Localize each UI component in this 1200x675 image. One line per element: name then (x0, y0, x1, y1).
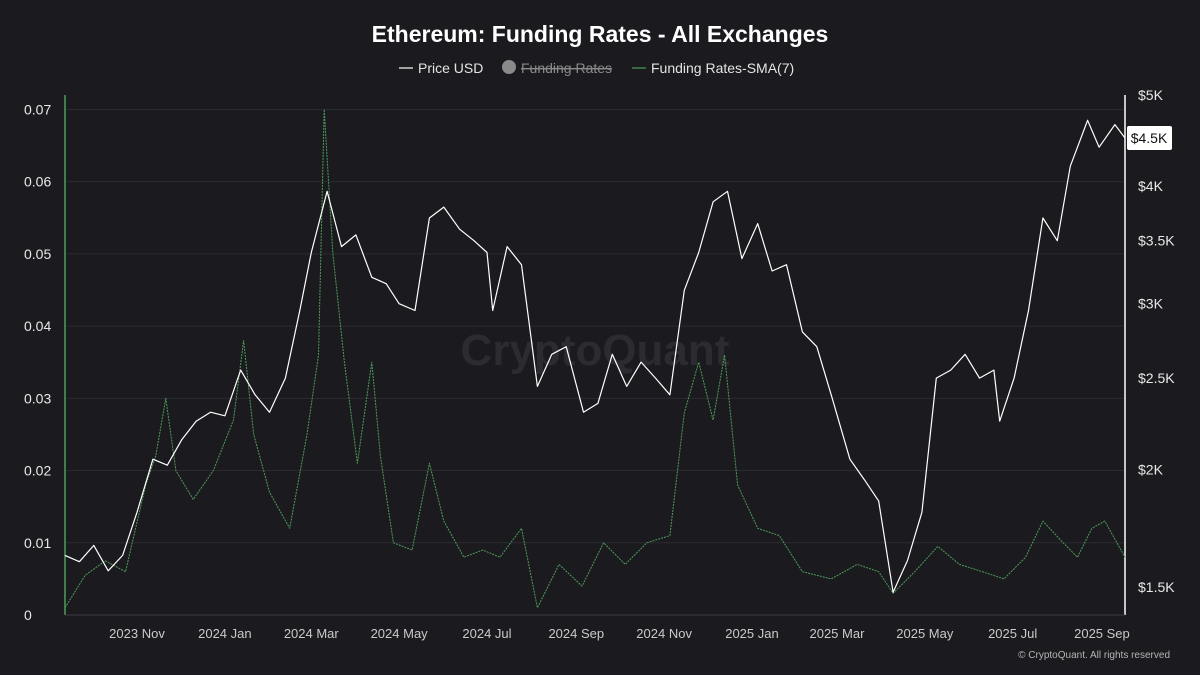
right-tick-label: $5K (1138, 87, 1164, 103)
left-tick-label: 0.03 (24, 390, 51, 406)
x-tick-label: 2023 Nov (109, 626, 165, 641)
grid-lines (65, 108, 1125, 544)
left-tick-label: 0.06 (24, 174, 51, 190)
left-tick-label: 0.04 (24, 318, 51, 334)
legend-label-price: Price USD (418, 60, 483, 76)
x-tick-label: 2025 Sep (1074, 626, 1130, 641)
x-tick-label: 2025 Jan (725, 626, 779, 641)
copyright-footer: © CryptoQuant. All rights reserved (1018, 650, 1170, 661)
watermark: CryptoQuant (461, 326, 730, 375)
left-tick-label: 0.02 (24, 463, 51, 479)
left-axis-ticks: 0 0.01 0.02 0.03 0.04 0.05 0.06 0.07 (24, 101, 51, 623)
left-tick-label: 0.05 (24, 246, 51, 262)
last-price-badge-label: $4.5K (1131, 130, 1168, 146)
x-tick-label: 2024 Nov (636, 626, 692, 641)
price-usd-line (64, 119, 1126, 593)
x-axis-ticks: 2023 Nov 2024 Jan 2024 Mar 2024 May 2024 Jul… (109, 626, 1130, 641)
x-tick-label: 2024 Sep (548, 626, 604, 641)
right-tick-label: $2.5K (1138, 370, 1175, 386)
x-tick-label: 2025 May (896, 626, 954, 641)
right-tick-label: $1.5K (1138, 579, 1175, 595)
legend-item-funding-rates[interactable]: Funding Rates (502, 60, 612, 76)
series-lines (64, 108, 1126, 609)
right-tick-label: $2K (1138, 461, 1164, 477)
last-price-badge: $4.5K (1127, 126, 1172, 150)
legend: Price USD Funding Rates Funding Rates-SM… (399, 60, 794, 76)
funding-rates-sma-line (64, 108, 1126, 609)
left-tick-label: 0 (24, 607, 32, 623)
legend-item-price[interactable]: Price USD (399, 60, 483, 76)
x-tick-label: 2024 Jul (462, 626, 511, 641)
legend-label-funding-sma: Funding Rates-SMA(7) (651, 60, 794, 76)
x-tick-label: 2024 May (371, 626, 429, 641)
legend-item-funding-sma[interactable]: Funding Rates-SMA(7) (632, 60, 794, 76)
axes (64, 95, 1126, 616)
right-axis-ticks: $1.5K $2K $2.5K $3K $3.5K $4K $5K (1138, 87, 1175, 595)
legend-label-funding-rates: Funding Rates (521, 60, 612, 76)
right-tick-label: $3K (1138, 296, 1164, 312)
left-tick-label: 0.01 (24, 535, 51, 551)
chart-title: Ethereum: Funding Rates - All Exchanges (372, 21, 829, 47)
x-tick-label: 2025 Mar (809, 626, 865, 641)
right-tick-label: $3.5K (1138, 233, 1175, 249)
right-tick-label: $4K (1138, 178, 1164, 194)
x-tick-label: 2024 Mar (284, 626, 340, 641)
x-tick-label: 2025 Jul (988, 626, 1037, 641)
last-price-badge-bg (1127, 126, 1172, 150)
x-tick-label: 2024 Jan (198, 626, 252, 641)
left-tick-label: 0.07 (24, 101, 51, 117)
legend-swatch-funding-rates (502, 60, 516, 74)
